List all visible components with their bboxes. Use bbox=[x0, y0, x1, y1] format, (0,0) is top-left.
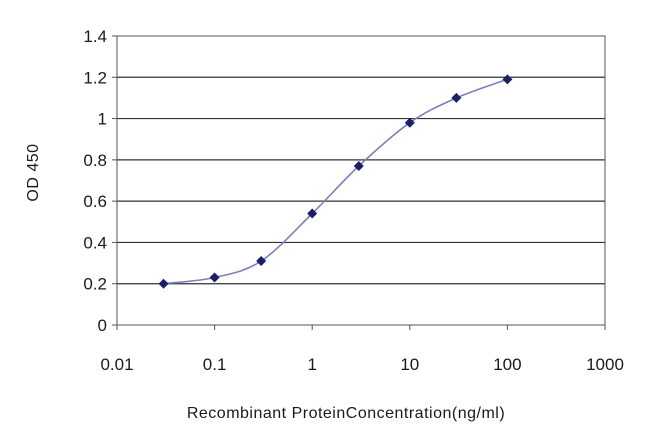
y-tick-label: 0.2 bbox=[83, 275, 107, 294]
data-point bbox=[353, 161, 364, 172]
y-axis-title: OD 450 bbox=[25, 143, 42, 201]
y-tick-label: 0.8 bbox=[83, 151, 107, 170]
x-axis: 0.01 0.1 1 10 100 1000 bbox=[100, 325, 624, 374]
data-point bbox=[307, 208, 318, 219]
x-tick-label: 100 bbox=[493, 355, 521, 374]
data-point bbox=[209, 272, 220, 283]
x-axis-title: Recombinant ProteinConcentration(ng/ml) bbox=[187, 405, 505, 422]
x-tick-label: 1 bbox=[307, 355, 316, 374]
data-point bbox=[256, 256, 267, 267]
y-tick-label: 0.4 bbox=[83, 233, 107, 252]
x-tick-label: 10 bbox=[400, 355, 419, 374]
y-tick-label: 1 bbox=[98, 110, 107, 129]
data-point bbox=[502, 74, 513, 85]
x-tick-label: 0.01 bbox=[100, 355, 133, 374]
data-point bbox=[451, 92, 462, 103]
x-tick-label: 1000 bbox=[586, 355, 624, 374]
y-tick-label: 0 bbox=[98, 316, 107, 335]
series bbox=[158, 74, 513, 289]
data-point bbox=[158, 278, 169, 289]
y-tick-label: 1.4 bbox=[83, 27, 107, 46]
x-tick-label: 0.1 bbox=[203, 355, 227, 374]
y-tick-label: 0.6 bbox=[83, 192, 107, 211]
y-axis: 0 0.2 0.4 0.6 0.8 1 1.2 1.4 bbox=[83, 27, 117, 335]
data-point bbox=[404, 117, 415, 128]
plot-area-frame bbox=[116, 35, 606, 326]
gridlines bbox=[117, 76, 605, 285]
y-tick-label: 1.2 bbox=[83, 68, 107, 87]
series-line bbox=[163, 78, 508, 285]
